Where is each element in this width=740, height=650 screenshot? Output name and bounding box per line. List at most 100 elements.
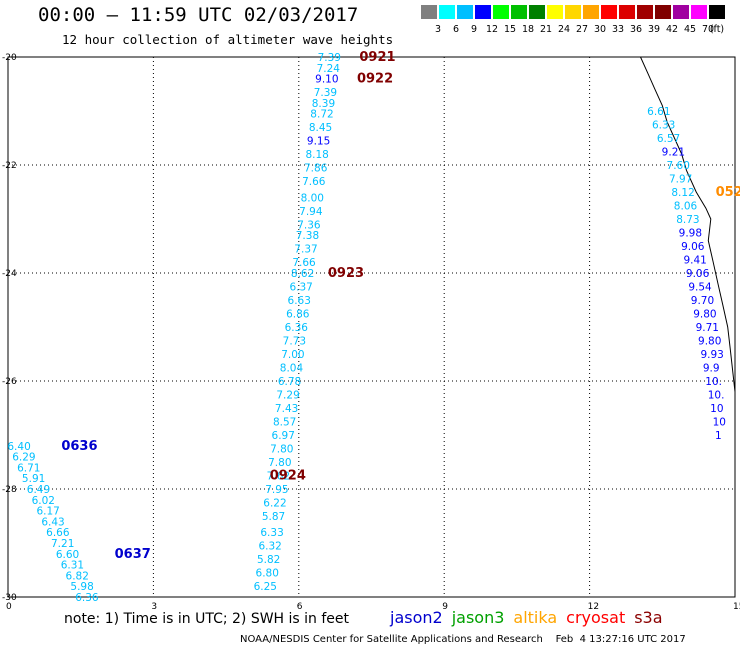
pass-time-label: 052 — [716, 185, 740, 200]
wave-height-value: 7.66 — [302, 176, 326, 188]
wave-height-value: 6.97 — [272, 430, 295, 442]
legend-label: 6 — [452, 24, 460, 35]
wave-height-value: 8.12 — [671, 187, 694, 199]
legend-swatch — [457, 5, 473, 19]
satellite-legend-item: jason2 — [390, 608, 443, 627]
wave-height-value: 9.98 — [679, 228, 702, 240]
wave-height-value: 6.17 — [36, 506, 59, 518]
wave-height-value: 6.33 — [260, 527, 283, 539]
x-tick-label: 0 — [6, 602, 12, 610]
wave-height-value: 9.06 — [681, 241, 705, 253]
wave-height-value: 7.24 — [317, 63, 341, 75]
legend-swatch — [511, 5, 527, 19]
legend-swatch — [637, 5, 653, 19]
legend-swatch — [421, 5, 437, 19]
wave-height-value: 7.97 — [669, 174, 692, 186]
wave-height-value: 8.00 — [301, 192, 324, 204]
wave-height-value: 8.45 — [309, 122, 332, 134]
wave-height-value: 9.93 — [700, 349, 723, 361]
wave-height-value: 6.40 — [7, 441, 30, 453]
wave-height-value: 9.54 — [688, 282, 712, 294]
wave-height-value: 7.29 — [276, 390, 299, 402]
wave-height-value: 6.63 — [288, 295, 311, 307]
x-tick-label: 9 — [442, 602, 448, 610]
legend-swatch — [601, 5, 617, 19]
legend-swatch — [655, 5, 671, 19]
map-title: 00:00 – 11:59 UTC 02/03/2017 — [38, 4, 359, 26]
wave-height-value: 6.61 — [647, 106, 670, 118]
wave-height-value: 9.21 — [662, 147, 685, 159]
map-frame — [7, 56, 736, 598]
wave-height-value: 9.9 — [703, 363, 720, 375]
wave-height-value: 1 — [715, 430, 722, 442]
legend-label: (ft) — [709, 24, 725, 35]
y-tick-label: -22 — [2, 161, 17, 171]
wave-height-value: 8.39 — [312, 98, 335, 110]
wave-height-value: 9.80 — [693, 309, 716, 321]
legend-swatch — [475, 5, 491, 19]
legend-label: 3 — [434, 24, 442, 35]
wave-height-value: 6.36 — [75, 592, 99, 604]
y-tick-label: -20 — [2, 53, 17, 63]
wave-height-value: 8.73 — [676, 214, 699, 226]
wave-height-value: 6.49 — [27, 484, 50, 496]
y-tick-label: -26 — [2, 377, 17, 387]
wave-height-value: 8.06 — [674, 201, 698, 213]
x-tick-label: 6 — [297, 602, 303, 610]
y-tick-label: -28 — [2, 485, 17, 495]
legend-label: 42 — [665, 24, 679, 35]
pass-time-label: 0637 — [115, 547, 151, 562]
legend-label: 9 — [470, 24, 478, 35]
wave-height-value: 7.80 — [270, 444, 293, 456]
legend-swatch — [691, 5, 707, 19]
wave-height-value: 6.37 — [289, 282, 312, 294]
wave-height-value: 7.21 — [51, 538, 74, 550]
pass-time-label: 0923 — [328, 266, 364, 281]
wave-height-value: 6.22 — [263, 498, 286, 510]
wave-height-value: 6.78 — [278, 376, 301, 388]
wave-height-value: 10. — [705, 376, 722, 388]
wave-height-value: 7.86 — [304, 163, 328, 175]
wave-height-value: 6.36 — [285, 322, 309, 334]
map-subtitle: 12 hour collection of altimeter wave hei… — [62, 32, 394, 47]
y-tick-label: -30 — [2, 593, 17, 603]
legend-label: 45 — [683, 24, 697, 35]
wave-height-value: 6.57 — [657, 133, 680, 145]
wave-height-value: 6.80 — [256, 568, 279, 580]
legend-label: 12 — [485, 24, 499, 35]
wave-height-value: 5.82 — [257, 554, 280, 566]
wave-height-value: 7.39 — [314, 87, 337, 99]
legend-label: 33 — [611, 24, 625, 35]
pass-time-label: 0636 — [61, 439, 97, 454]
wave-height-value: 9.80 — [698, 336, 721, 348]
units-note: note: 1) Time is in UTC; 2) SWH is in fe… — [64, 611, 350, 627]
satellite-legend-item: cryosat — [566, 608, 626, 627]
x-tick-label: 3 — [151, 602, 157, 610]
wave-height-value: 8.18 — [305, 149, 328, 161]
wave-height-value: 6.02 — [32, 495, 55, 507]
satellite-legend: jason2 jason3 altika cryosat s3a — [390, 608, 672, 627]
wave-height-value: 9.41 — [683, 255, 706, 267]
wave-height-value: 7.00 — [281, 349, 304, 361]
legend-label: 36 — [629, 24, 643, 35]
wave-height-value: 6.32 — [258, 541, 281, 553]
legend-label: 30 — [593, 24, 607, 35]
wave-height-value: 7.36 — [297, 219, 321, 231]
legend-swatch — [529, 5, 545, 19]
wave-height-value: 7.95 — [265, 484, 288, 496]
wave-height-value: 7.38 — [296, 230, 319, 242]
satellite-legend-item: jason3 — [451, 608, 505, 627]
pass-time-label: 0924 — [270, 469, 306, 484]
wave-height-value: 9.15 — [307, 136, 330, 148]
pass-time-label: 0921 — [359, 50, 395, 65]
wave-height-value: 10 — [710, 403, 723, 415]
wave-height-value: 7.94 — [299, 206, 323, 218]
wave-height-value: 8.57 — [273, 417, 296, 429]
wave-height-value: 9.06 — [686, 268, 710, 280]
wave-height-value: 9.71 — [696, 322, 719, 334]
legend-label: 15 — [503, 24, 517, 35]
wave-height-map: 7.397.249.107.398.398.728.459.158.187.86… — [2, 50, 740, 610]
wave-height-value: 7.37 — [294, 244, 317, 256]
satellite-legend-item: s3a — [634, 608, 663, 627]
wave-height-value: 5.91 — [22, 473, 45, 485]
